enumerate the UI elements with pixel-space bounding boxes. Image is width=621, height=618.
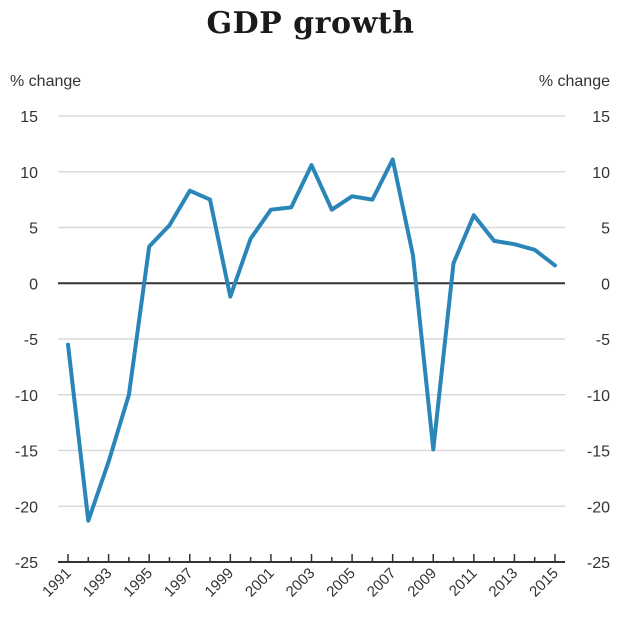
y-tick-label-left: 15 <box>20 109 38 126</box>
y-axis-left: 15 10 5 0 -5 -10 -15 -20 -25 <box>15 109 38 572</box>
right-axis-unit: % change <box>539 73 610 90</box>
x-tick-label: 1993 <box>80 565 116 601</box>
gdp-growth-series-line <box>66 157 557 523</box>
x-tick-label: 2011 <box>446 565 481 600</box>
x-tick-label: 2003 <box>283 565 319 601</box>
y-tick-label-left: 10 <box>20 165 38 182</box>
y-tick-label-right: -15 <box>587 444 610 461</box>
y-tick-label-right: -10 <box>587 388 610 405</box>
y-tick-label-left: -5 <box>24 332 38 349</box>
y-tick-label-left: -10 <box>15 388 38 405</box>
y-tick-label-left: -15 <box>15 444 38 461</box>
x-tick-label: 2007 <box>364 565 400 601</box>
x-tick-label: 1999 <box>202 565 238 601</box>
y-tick-label-right: 0 <box>601 276 610 293</box>
x-tick-label: 2005 <box>323 565 359 601</box>
y-tick-label-right: 10 <box>592 165 610 182</box>
x-tick-label: 1995 <box>120 565 156 601</box>
y-tick-label-left: 5 <box>29 221 38 238</box>
y-tick-label-right: -25 <box>587 555 610 572</box>
x-tick-label: 1997 <box>161 565 197 601</box>
y-tick-label-right: 5 <box>601 221 610 238</box>
x-tick-label: 2013 <box>486 565 522 601</box>
chart-title: GDP growth <box>206 6 415 41</box>
y-tick-label-left: -20 <box>15 499 38 516</box>
y-tick-label-left: 0 <box>29 276 38 293</box>
y-tick-label-left: -25 <box>15 555 38 572</box>
y-tick-label-right: 15 <box>592 109 610 126</box>
y-axis-right: 15 10 5 0 -5 -10 -15 -20 -25 <box>587 109 610 572</box>
y-tick-label-right: -5 <box>596 332 610 349</box>
series-layer <box>66 157 557 523</box>
x-tick-label: 1991 <box>39 565 75 601</box>
x-tick-label: 2009 <box>404 565 440 601</box>
x-axis: 1991 1993 1995 1997 1999 2001 2003 2005 2007 2009… <box>39 554 565 600</box>
x-tick-label: 2001 <box>242 565 278 601</box>
y-tick-label-right: -20 <box>587 499 610 516</box>
left-axis-unit: % change <box>10 73 81 90</box>
gridlines <box>58 115 565 507</box>
x-tick-label: 2015 <box>526 565 562 601</box>
